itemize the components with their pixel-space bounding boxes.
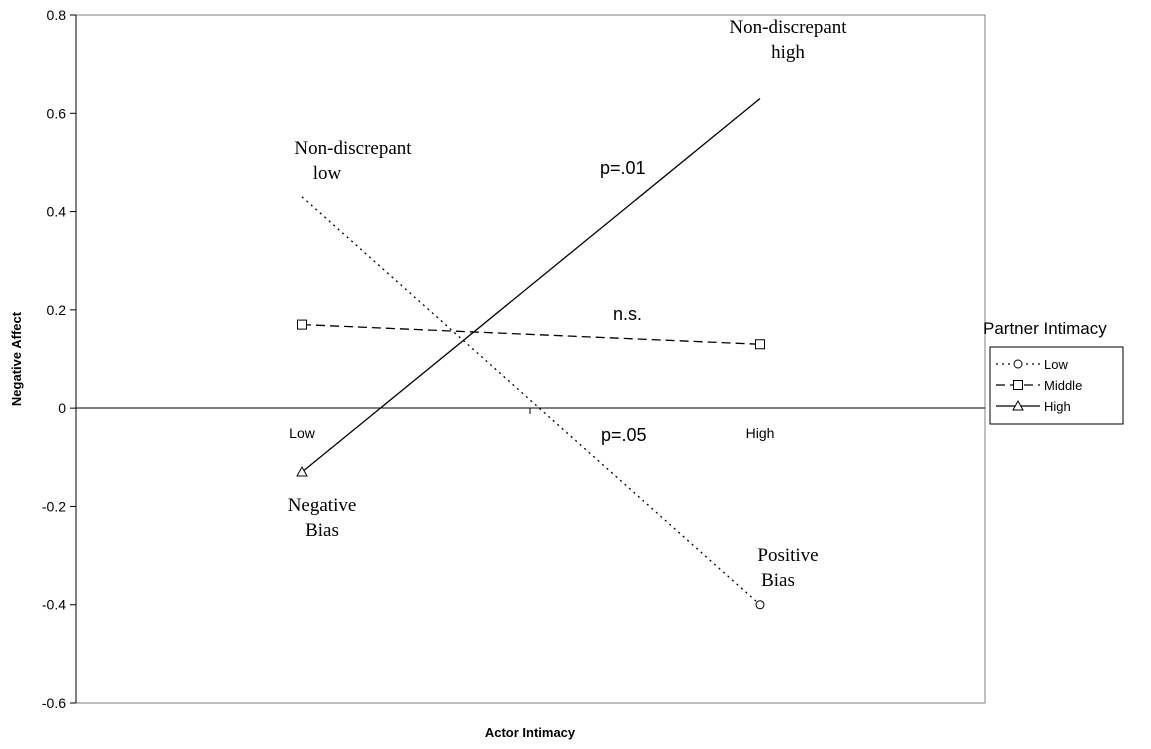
annotation-ns: n.s. — [613, 304, 642, 324]
series-line-middle — [301, 323, 761, 345]
y-axis-title: Negative Affect — [9, 311, 24, 406]
legend-label-high: High — [1044, 399, 1071, 414]
plot-area — [75, 14, 986, 704]
y-tick-label: -0.2 — [42, 498, 66, 514]
data-point-high — [296, 465, 308, 477]
annotation-p05: p=.05 — [601, 425, 647, 445]
annotation-nd-low-2: low — [313, 163, 342, 184]
series-line-low — [301, 196, 761, 606]
y-tick-label: 0.8 — [47, 7, 67, 23]
y-tick-label: 0.2 — [47, 302, 67, 318]
series-line-high — [301, 98, 761, 473]
legend-label-low: Low — [1044, 357, 1068, 372]
x-tick-label-low: Low — [289, 425, 316, 441]
annotation-pos-2: Bias — [761, 570, 795, 591]
annotation-pos-1: Positive — [757, 545, 818, 566]
legend-marker-middle — [1013, 380, 1023, 390]
legend-marker-low — [1013, 359, 1023, 369]
annotation-neg-1: Negative — [288, 495, 357, 516]
annotation-nd-high-2: high — [771, 42, 805, 63]
annotation-nd-high-1: Non-discrepant — [729, 17, 847, 38]
data-point-middle — [297, 319, 307, 330]
x-tick-label-high: High — [746, 425, 775, 441]
y-tick-label: 0.6 — [47, 105, 67, 121]
legend-items: Low Middle High — [996, 357, 1082, 414]
y-tick-label: 0.4 — [47, 204, 67, 220]
y-tick-label: -0.4 — [42, 597, 66, 613]
annotation-neg-2: Bias — [305, 520, 339, 541]
data-point-middle — [755, 339, 765, 350]
y-axis-ticks: 0.8 0.6 0.4 0.2 0 -0.2 -0.4 -0.6 — [42, 7, 76, 711]
y-tick-label: 0 — [58, 400, 66, 416]
annotation-p01: p=.01 — [600, 158, 646, 178]
annotation-nd-low-1: Non-discrepant — [294, 138, 412, 159]
series-layer — [296, 98, 765, 610]
data-point-low — [755, 600, 765, 610]
y-tick-label: -0.6 — [42, 695, 66, 711]
x-axis-title: Actor Intimacy — [485, 725, 576, 740]
legend-marker-high — [1012, 399, 1024, 411]
legend-title: Partner Intimacy — [983, 319, 1107, 338]
legend-label-middle: Middle — [1044, 378, 1082, 393]
